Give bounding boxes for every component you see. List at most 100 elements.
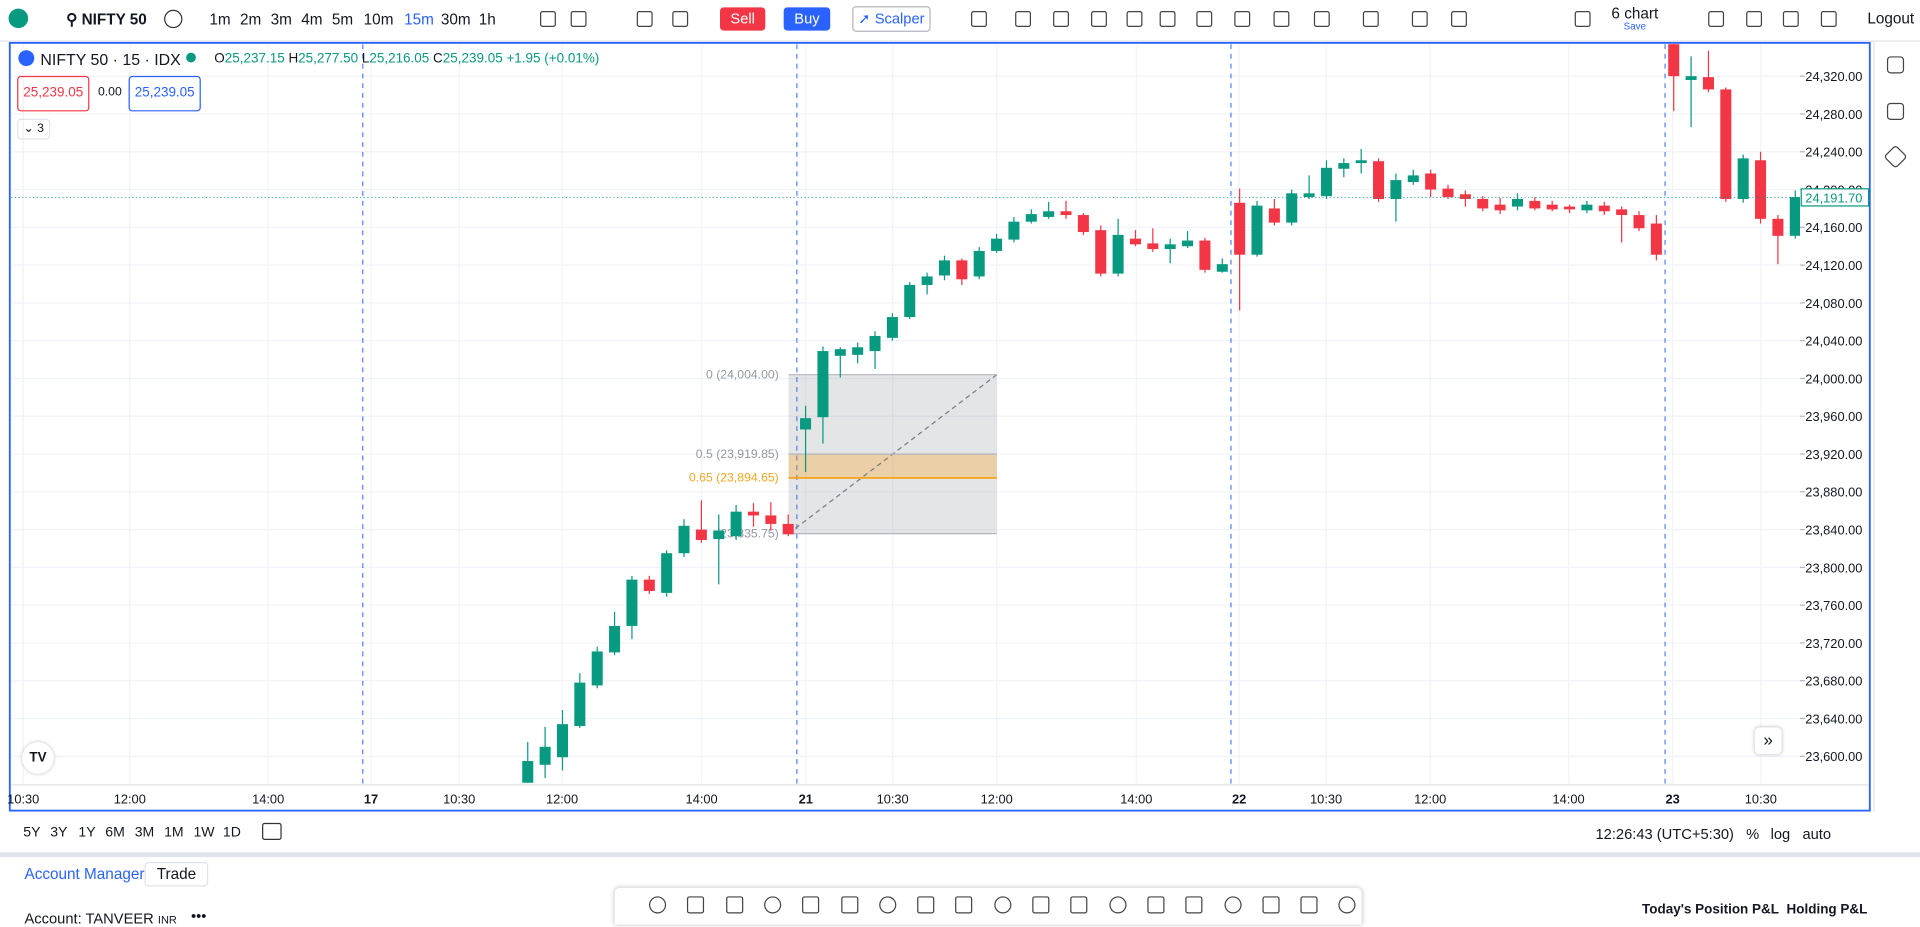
save-label[interactable]: Save [1623,20,1647,32]
layout-button[interactable]: 6 chart [1611,4,1659,23]
symbol-search[interactable]: ⚲ NIFTY 50 [66,11,147,29]
toolbar-icon[interactable] [1411,11,1428,27]
tv-logo[interactable]: TV [22,742,54,774]
range-button[interactable]: 5Y [23,825,41,841]
toolbar-icon[interactable] [1196,11,1213,27]
candle-body [834,349,846,356]
toolbar-icon[interactable] [1820,11,1837,27]
trade-tab[interactable]: Trade [144,862,209,887]
log-toggle[interactable]: log [1770,825,1791,843]
candle-body [921,276,933,285]
range-button[interactable]: 3M [134,825,155,841]
drawing-tool[interactable] [993,896,1012,914]
range-button[interactable]: 1D [222,825,241,841]
range-button[interactable]: 1W [193,825,215,841]
range-button[interactable]: 1M [164,825,184,841]
toolbar-icon[interactable] [1015,11,1032,27]
x-tick-label: 12:00 [1414,791,1446,806]
drawing-tool[interactable] [1262,896,1280,914]
toolbar-icon[interactable] [1159,11,1176,27]
toolbar-icon[interactable] [1782,11,1799,27]
drawing-tool[interactable] [878,896,897,914]
buy-price[interactable]: 25,239.05 [128,75,201,112]
alerts-icon[interactable] [1886,102,1905,121]
range-button[interactable]: 6M [105,825,125,841]
logo[interactable] [8,8,29,29]
auto-toggle[interactable]: auto [1802,825,1832,843]
toolbar-icon[interactable] [570,11,587,27]
toolbar-icon[interactable] [971,11,987,27]
account-manager-tab[interactable]: Account Manager [24,865,145,883]
drawing-tool[interactable] [917,896,935,914]
drawing-tool[interactable] [955,896,973,914]
drawing-tool[interactable] [1338,896,1356,914]
interval[interactable]: 10m [363,11,394,29]
candle-body [1772,218,1784,236]
indicators-toggle[interactable]: ⌄ 3 [17,118,51,140]
ohlc-item: L25,216.05 [362,51,433,66]
toolbar-icon[interactable] [1708,11,1725,27]
range-button[interactable]: 3Y [50,825,68,841]
todays-pnl: Today's Position P&L [1642,902,1779,918]
logout[interactable]: Logout [1867,9,1915,27]
toolbar-icon[interactable] [1313,11,1330,27]
drawing-tool[interactable] [1032,896,1050,914]
toolbar-icon[interactable] [1746,11,1763,27]
drawing-tool[interactable] [1223,896,1242,914]
compare-button[interactable] [164,9,183,29]
drawing-tool[interactable] [840,896,858,914]
sell-button[interactable]: Sell [720,7,766,31]
drawing-tool[interactable] [1147,896,1165,914]
candle-body [1494,204,1506,211]
account-name: Account: TANVEER [24,909,154,927]
scalper-label[interactable]: Scalper [874,9,925,27]
scroll-right[interactable]: » [1754,727,1782,755]
range-button[interactable]: 1Y [78,825,96,841]
buy-button[interactable]: Buy [783,7,831,31]
scalper-button[interactable]: ➚ Scalper [852,6,931,32]
drawing-tool[interactable] [725,896,743,914]
drawing-tool[interactable] [1300,896,1318,914]
drawing-tool[interactable] [687,896,705,914]
toolbar-icon[interactable] [1574,11,1591,27]
toolbar-icon[interactable] [636,11,653,27]
watchlist-icon[interactable] [1886,56,1905,74]
y-tick-label: 23,920.00 [1805,447,1862,462]
drawing-tool[interactable] [763,896,782,914]
y-tick-label: 23,960.00 [1805,409,1862,424]
drawing-tool[interactable] [1185,896,1203,914]
candle-body [1025,214,1037,222]
toolbar-icon[interactable] [1273,11,1290,27]
indicators-count[interactable]: 3 [37,122,44,136]
interval[interactable]: 1m [209,11,231,29]
interval[interactable]: 30m [440,11,471,29]
toolbar-icon[interactable] [1362,11,1379,27]
candle-body [1286,193,1298,223]
toolbar-icon[interactable] [1451,11,1467,27]
interval[interactable]: 5m [331,11,354,29]
toolbar-icon[interactable] [1126,11,1143,27]
interval[interactable]: 1h [478,11,496,29]
toolbar-icon[interactable] [1091,11,1107,27]
interval[interactable]: 15m [404,11,434,29]
account: Account: TANVEER INR [24,910,176,927]
drawing-tool[interactable] [1070,896,1088,914]
drawing-tool[interactable] [802,896,820,914]
toolbar-icon[interactable] [540,11,556,27]
sell-price[interactable]: 25,239.05 [17,75,90,112]
interval[interactable]: 4m [301,11,323,29]
interval[interactable]: 2m [240,11,262,29]
candle-body [1320,167,1332,197]
toolbar-icon[interactable] [1234,11,1251,27]
toolbar-icon[interactable] [672,11,689,27]
drawing-tool[interactable] [1108,896,1127,914]
toolbar-icon[interactable] [1053,11,1069,27]
more-button[interactable]: ••• [191,907,207,925]
drawing-tool[interactable] [648,896,667,914]
symbol[interactable]: NIFTY 50 [81,11,147,29]
interval[interactable]: 3m [270,11,292,29]
candle-body [730,511,742,537]
percent-toggle[interactable]: % [1746,825,1760,843]
date-range-button[interactable] [262,822,282,841]
